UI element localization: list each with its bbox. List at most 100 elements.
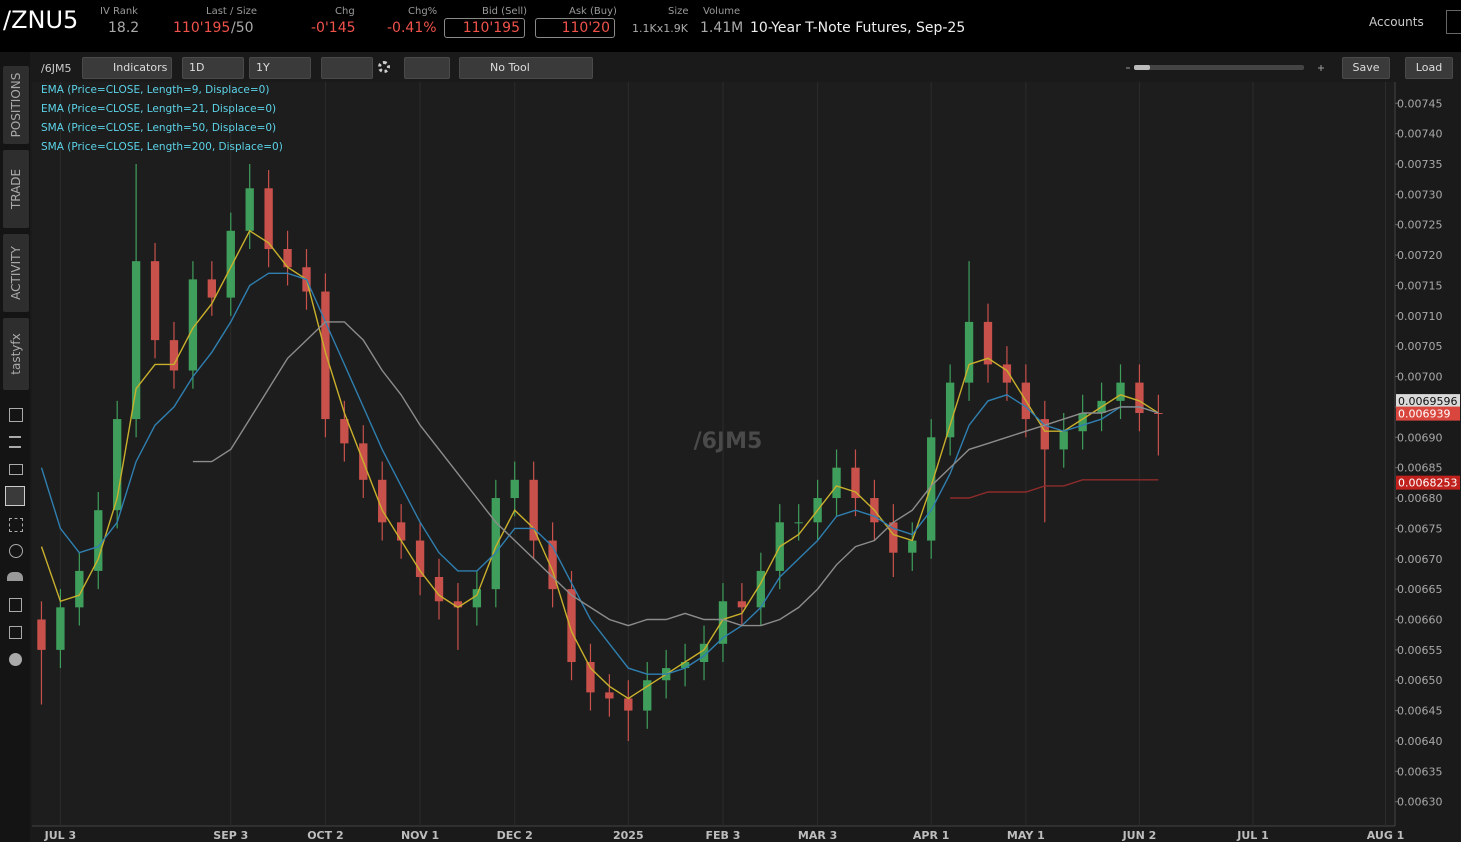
save-button[interactable]: Save (1342, 57, 1390, 79)
iv-rank: 18.2 (108, 20, 140, 36)
candle-body (226, 230, 235, 298)
interval-select[interactable]: 1D (182, 57, 244, 79)
legend-entry: SMA (Price=CLOSE, Length=200, Displace=0… (41, 141, 283, 153)
top-bar-bg (0, 0, 1461, 52)
tab-label[interactable]: tastyfx (9, 333, 23, 375)
icon[interactable] (7, 572, 23, 581)
candle-body (396, 522, 406, 541)
candle-body (1002, 364, 1012, 383)
candle-body (605, 692, 614, 699)
indicators-button[interactable]: Indicators (82, 57, 172, 79)
tab-label[interactable]: POSITIONS (9, 72, 23, 138)
candle-body (624, 698, 633, 711)
candle-body (529, 479, 538, 541)
tool-select[interactable]: No Tool (459, 57, 593, 79)
candle-body (794, 522, 803, 524)
x-tick-label: FEB 3 (706, 829, 741, 842)
sidebar-tab[interactable]: TRADE (3, 150, 29, 228)
zoom-thumb[interactable] (1134, 65, 1150, 70)
tab-label[interactable]: ACTIVITY (9, 246, 23, 300)
y-tick-label: 0.00715 (1397, 279, 1443, 292)
candle-body (37, 619, 46, 650)
y-tick-label: 0.00700 (1397, 371, 1443, 384)
candle-body (378, 479, 387, 523)
candle-body (643, 680, 652, 711)
chart-symbol[interactable]: /6JM5 (41, 62, 72, 75)
y-tick-label: 0.00640 (1397, 735, 1443, 748)
candle-body (548, 540, 557, 590)
y-tick-label: 0.00740 (1397, 128, 1443, 141)
candle-body (56, 607, 65, 650)
y-tick-label: 0.00725 (1397, 219, 1443, 232)
price-marker-label: 0.0068253 (1398, 477, 1458, 490)
candle-body (567, 589, 576, 663)
plot-bg (32, 82, 1395, 826)
x-tick-label: APR 1 (913, 829, 950, 842)
panel-toggle[interactable] (1446, 10, 1461, 34)
ask-label: Ask (Buy) (569, 6, 617, 17)
load-button[interactable]: Load (1405, 57, 1453, 79)
sidebar-tab[interactable]: ACTIVITY (3, 234, 29, 312)
y-tick-label: 0.00720 (1397, 249, 1443, 262)
x-tick-label: MAY 1 (1007, 829, 1045, 842)
x-tick-label: JUL 3 (44, 829, 77, 842)
candle-body (1078, 413, 1087, 432)
settings-icon[interactable] (378, 61, 390, 73)
x-tick-label: DEC 2 (497, 829, 533, 842)
drawing-select[interactable] (404, 57, 450, 79)
price-marker (1396, 475, 1460, 490)
y-tick-label: 0.00735 (1397, 158, 1443, 171)
candle-body (908, 540, 917, 553)
sidebar-tab[interactable]: tastyfx (3, 318, 29, 390)
price-marker-label: 0.006939 (1398, 408, 1451, 421)
icon[interactable] (9, 408, 23, 422)
icon-active[interactable] (5, 486, 25, 506)
y-tick-label: 0.00745 (1397, 97, 1443, 110)
candle-body (964, 321, 974, 383)
icon[interactable] (9, 518, 23, 532)
last: 110'195 (173, 20, 231, 36)
icon[interactable] (9, 544, 23, 558)
candle-body (113, 419, 122, 511)
icon[interactable] (9, 436, 21, 448)
size: 1.1Kx1.9K (632, 22, 688, 35)
icon[interactable] (9, 598, 22, 612)
candle-body (434, 576, 444, 602)
accounts[interactable]: Accounts (1369, 15, 1424, 29)
candle-body (1040, 419, 1049, 450)
y-tick-label: 0.00705 (1397, 340, 1443, 353)
candle-body (586, 662, 595, 693)
bid[interactable]: 110'195 (444, 18, 525, 38)
volume: 1.41M (700, 20, 744, 36)
symbol[interactable]: /ZNU5 (3, 6, 79, 34)
candle-body (945, 382, 955, 438)
candle-body (1059, 431, 1068, 450)
candle-body (131, 261, 141, 420)
tab-label[interactable]: TRADE (9, 168, 23, 210)
zoom-track[interactable] (1134, 65, 1304, 70)
x-tick-label: SEP 3 (213, 829, 248, 842)
candle-body (283, 249, 292, 268)
range-select[interactable]: 1Y (249, 57, 311, 79)
icon[interactable] (9, 653, 22, 666)
candle-body (491, 498, 500, 590)
y-tick-label: 0.00730 (1397, 188, 1443, 201)
chg: -0'145 (311, 20, 356, 36)
zoom-in[interactable] (1318, 65, 1324, 71)
candle-body (927, 437, 936, 541)
candle-body (983, 321, 993, 365)
indicator-line (40, 229, 1159, 700)
candle-body (510, 479, 519, 499)
last-label: Last / Size (206, 6, 258, 17)
last-size: /50 (231, 20, 254, 36)
candle-body (1135, 382, 1144, 414)
bid-label: Bid (Sell) (482, 6, 528, 17)
ask[interactable]: 110'20 (535, 18, 615, 38)
icon[interactable] (9, 464, 23, 475)
price-marker-label: 0.0069596 (1398, 395, 1458, 408)
icon[interactable] (9, 626, 22, 639)
sidebar-tab[interactable]: POSITIONS (3, 66, 29, 144)
chart-type-select[interactable] (321, 57, 373, 79)
